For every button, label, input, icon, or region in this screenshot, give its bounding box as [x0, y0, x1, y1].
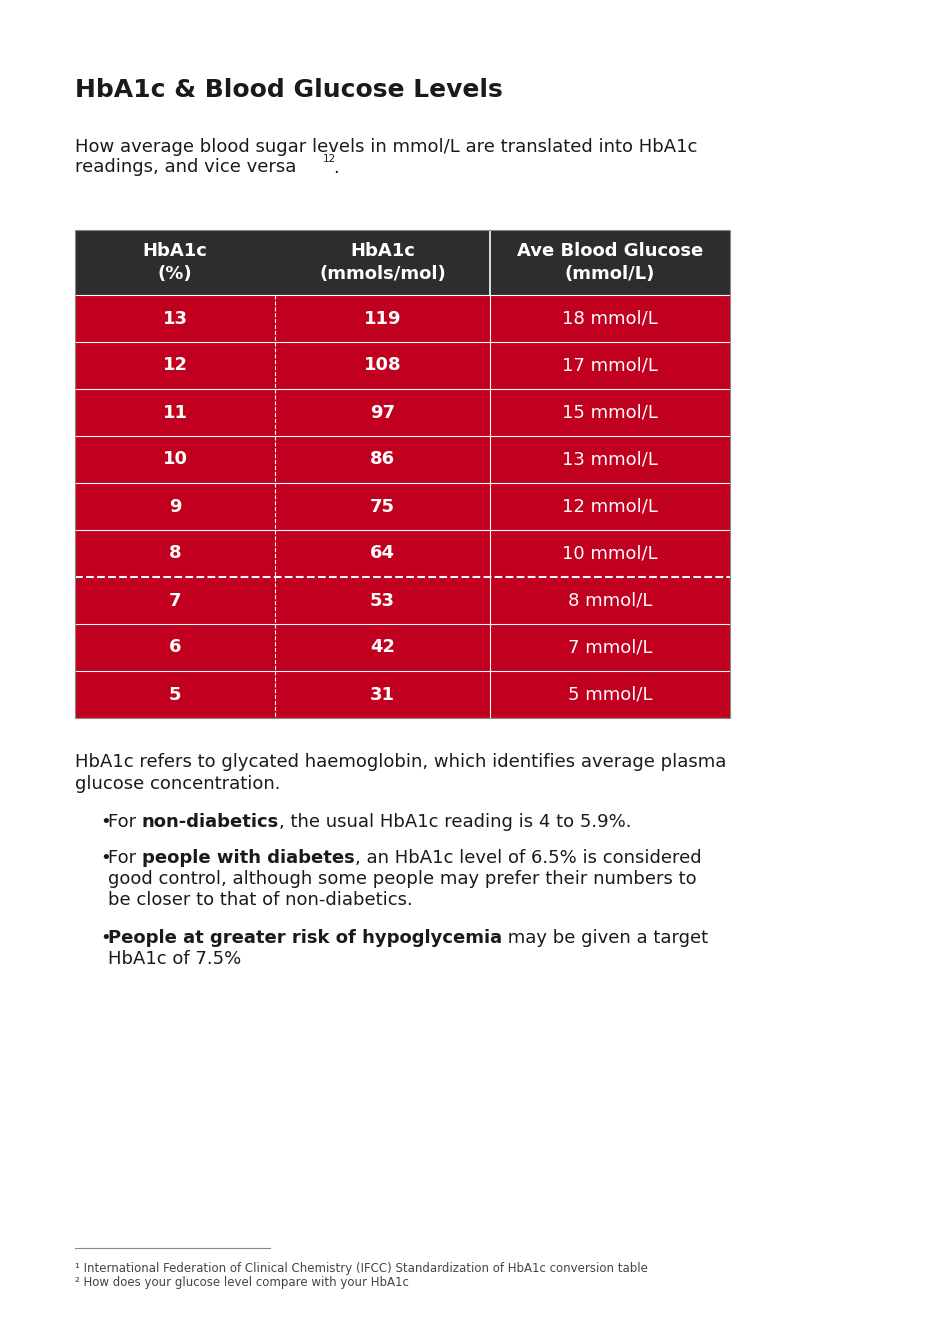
Text: For: For: [108, 813, 142, 831]
Text: 10: 10: [162, 450, 187, 469]
Text: 12: 12: [323, 155, 336, 164]
Text: 9: 9: [169, 497, 181, 516]
Text: HbA1c & Blood Glucose Levels: HbA1c & Blood Glucose Levels: [75, 78, 503, 102]
Text: People at greater risk of hypoglycemia: People at greater risk of hypoglycemia: [108, 929, 503, 948]
Text: HbA1c refers to glycated haemoglobin, which identifies average plasma: HbA1c refers to glycated haemoglobin, wh…: [75, 753, 727, 771]
Text: non-diabetics: non-diabetics: [142, 813, 279, 831]
Text: 119: 119: [364, 309, 401, 328]
Text: •: •: [100, 929, 111, 948]
Bar: [75, 435, 730, 482]
Bar: [75, 388, 730, 435]
Text: •: •: [100, 849, 111, 867]
Text: , an HbA1c level of 6.5% is considered: , an HbA1c level of 6.5% is considered: [354, 849, 701, 867]
Text: 7: 7: [169, 591, 181, 609]
Text: 5 mmol/L: 5 mmol/L: [568, 685, 653, 703]
Bar: [75, 230, 730, 294]
Text: 12: 12: [162, 356, 187, 375]
Text: 13: 13: [162, 309, 187, 328]
Text: HbA1c
(%): HbA1c (%): [142, 242, 207, 282]
Bar: [75, 294, 730, 341]
Text: 10 mmol/L: 10 mmol/L: [562, 544, 657, 563]
Bar: [75, 341, 730, 388]
Text: HbA1c of 7.5%: HbA1c of 7.5%: [108, 950, 241, 968]
Text: 31: 31: [370, 685, 395, 703]
Text: 6: 6: [169, 638, 181, 656]
Text: Ave Blood Glucose
(mmol/L): Ave Blood Glucose (mmol/L): [517, 242, 703, 282]
Bar: [75, 230, 730, 718]
Text: 5: 5: [169, 685, 181, 703]
Text: readings, and vice versa: readings, and vice versa: [75, 159, 296, 176]
Text: How average blood sugar levels in mmol/L are translated into HbA1c: How average blood sugar levels in mmol/L…: [75, 138, 697, 156]
Bar: [75, 671, 730, 718]
Text: 15 mmol/L: 15 mmol/L: [562, 403, 658, 422]
Text: 75: 75: [370, 497, 395, 516]
Text: 64: 64: [370, 544, 395, 563]
Text: 17 mmol/L: 17 mmol/L: [562, 356, 658, 375]
Text: HbA1c
(mmols/mol): HbA1c (mmols/mol): [319, 242, 446, 282]
Bar: [75, 624, 730, 671]
Text: For: For: [108, 849, 142, 867]
Text: be closer to that of non-diabetics.: be closer to that of non-diabetics.: [108, 891, 412, 909]
Text: 8: 8: [169, 544, 181, 563]
Text: good control, although some people may prefer their numbers to: good control, although some people may p…: [108, 870, 696, 888]
Text: •: •: [100, 813, 111, 831]
Text: ² How does your glucose level compare with your HbA1c: ² How does your glucose level compare wi…: [75, 1275, 408, 1289]
Text: 12 mmol/L: 12 mmol/L: [562, 497, 658, 516]
Bar: [75, 482, 730, 530]
Text: 7 mmol/L: 7 mmol/L: [568, 638, 653, 656]
Text: , the usual HbA1c reading is 4 to 5.9%.: , the usual HbA1c reading is 4 to 5.9%.: [279, 813, 632, 831]
Text: .: .: [333, 159, 339, 177]
Text: 86: 86: [370, 450, 395, 469]
Bar: [75, 530, 730, 577]
Text: people with diabetes: people with diabetes: [142, 849, 354, 867]
Text: glucose concentration.: glucose concentration.: [75, 775, 280, 793]
Text: 13 mmol/L: 13 mmol/L: [562, 450, 658, 469]
Text: ¹ International Federation of Clinical Chemistry (IFCC) Standardization of HbA1c: ¹ International Federation of Clinical C…: [75, 1262, 648, 1275]
Text: 97: 97: [370, 403, 395, 422]
Text: 108: 108: [364, 356, 401, 375]
Text: 8 mmol/L: 8 mmol/L: [568, 591, 653, 609]
Text: may be given a target: may be given a target: [503, 929, 709, 948]
Bar: [75, 577, 730, 624]
Text: 42: 42: [370, 638, 395, 656]
Text: 11: 11: [162, 403, 187, 422]
Text: 53: 53: [370, 591, 395, 609]
Text: 18 mmol/L: 18 mmol/L: [562, 309, 657, 328]
